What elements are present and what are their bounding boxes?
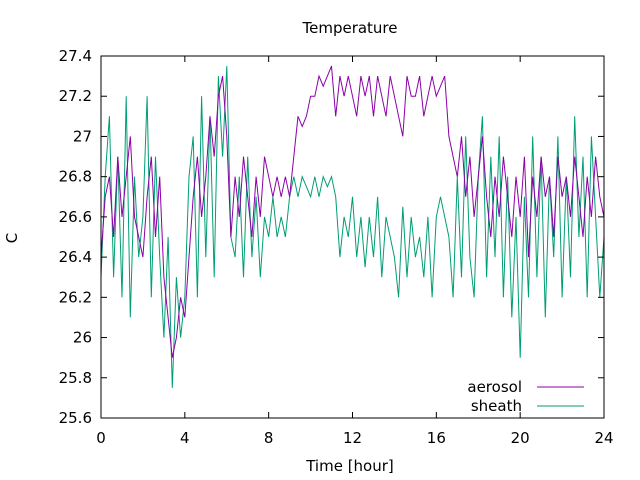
x-tick-label: 12 [343, 429, 362, 447]
x-tick-label: 0 [96, 429, 106, 447]
plot-frame [100, 55, 605, 419]
x-tick-label: 20 [511, 429, 530, 447]
y-tick-label: 26.8 [59, 168, 92, 186]
chart-title: Temperature [301, 19, 397, 37]
series-layer [100, 65, 605, 388]
y-axis-label: C [3, 233, 21, 243]
y-tick-label: 26 [73, 329, 92, 347]
series-line-sheath [100, 66, 605, 388]
y-tick-label: 27.2 [59, 87, 92, 105]
legend-label-aerosol: aerosol [467, 378, 522, 396]
y-tick-label: 26.2 [59, 288, 92, 306]
y-ticks: 25.6 25.8 26 26.2 26.4 26.6 26.8 27 27.2 27.4 [59, 47, 604, 427]
x-axis-label: Time [hour] [305, 457, 394, 475]
series-line-aerosol [100, 65, 605, 358]
y-tick-label: 27.4 [59, 47, 92, 65]
x-tick-label: 4 [180, 429, 190, 447]
y-tick-label: 26.6 [59, 208, 92, 226]
legend-label-sheath: sheath [471, 397, 522, 415]
y-tick-label: 27 [73, 127, 92, 145]
y-tick-label: 25.8 [59, 369, 92, 387]
y-tick-label: 26.4 [59, 248, 92, 266]
x-ticks: 0 4 8 12 16 20 24 [96, 56, 614, 447]
y-tick-label: 25.6 [59, 409, 92, 427]
x-tick-label: 8 [264, 429, 274, 447]
x-tick-label: 16 [427, 429, 446, 447]
x-tick-label: 24 [594, 429, 613, 447]
